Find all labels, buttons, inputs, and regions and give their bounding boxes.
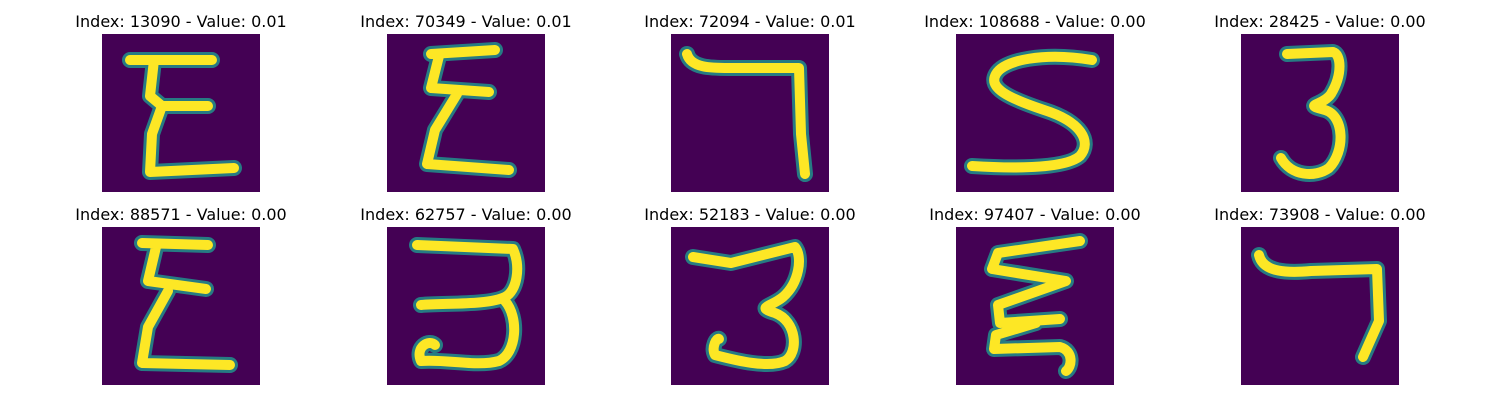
panel-title: Index: 52183 - Value: 0.00 xyxy=(644,205,856,224)
digit-sigma-image xyxy=(122,52,242,180)
digit-image xyxy=(102,34,260,192)
digit-sigma-image xyxy=(134,235,238,373)
digit-image xyxy=(102,227,260,385)
digit-image xyxy=(387,227,545,385)
digit-seven-image xyxy=(679,46,813,182)
digit-three-image xyxy=(1273,44,1349,182)
digit-three-image xyxy=(409,237,526,372)
digit-image xyxy=(671,34,829,192)
panel-title: Index: 97407 - Value: 0.00 xyxy=(929,205,1141,224)
panel-title: Index: 13090 - Value: 0.01 xyxy=(75,12,287,31)
digit-image xyxy=(956,227,1114,385)
digit-image xyxy=(956,34,1114,192)
panel-title: Index: 72094 - Value: 0.01 xyxy=(644,12,856,31)
panel-title: Index: 88571 - Value: 0.00 xyxy=(75,205,287,224)
panel-title: Index: 70349 - Value: 0.01 xyxy=(360,12,572,31)
digit-sigma-image xyxy=(984,233,1088,379)
panel-title: Index: 62757 - Value: 0.00 xyxy=(360,205,572,224)
panel-title: Index: 73908 - Value: 0.00 xyxy=(1214,205,1426,224)
digit-sigma-image xyxy=(419,42,517,178)
panel-title: Index: 108688 - Value: 0.00 xyxy=(924,12,1146,31)
digit-image xyxy=(671,227,829,385)
digit-three-image xyxy=(685,239,807,372)
digit-image xyxy=(1241,34,1399,192)
digit-s-image xyxy=(964,48,1100,176)
digit-image xyxy=(1241,227,1399,385)
digit-seven-image xyxy=(1251,247,1387,365)
digit-image xyxy=(387,34,545,192)
panel-title: Index: 28425 - Value: 0.00 xyxy=(1214,12,1426,31)
